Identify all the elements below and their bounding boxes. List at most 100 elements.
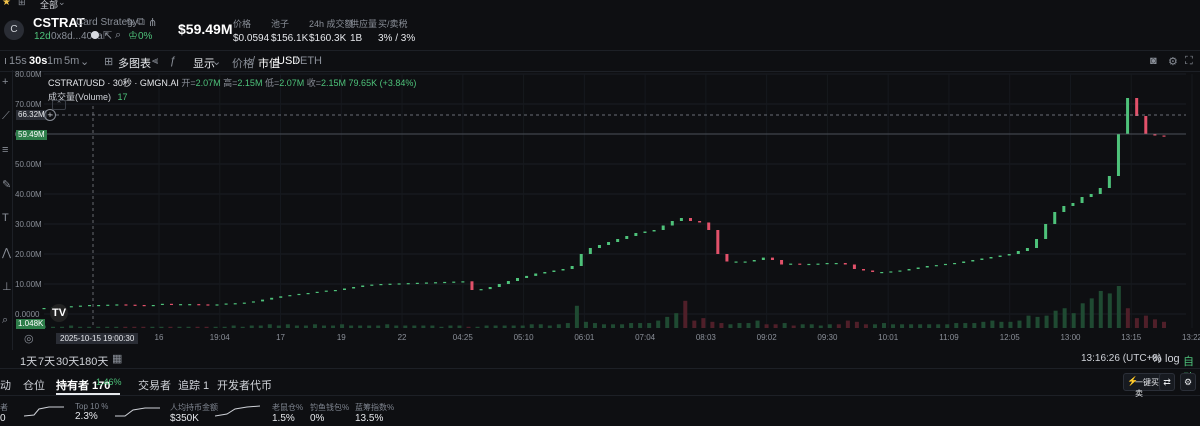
mcap-toggle[interactable]: 市值 xyxy=(258,58,280,70)
eth-toggle[interactable]: ETH xyxy=(300,55,322,67)
one-click-label: 一键买卖 xyxy=(1135,378,1159,398)
calendar-icon[interactable]: ▦ xyxy=(112,353,123,365)
chevron-down-icon[interactable]: ⌄ xyxy=(58,0,66,7)
filter-dropdown[interactable]: 全部 xyxy=(40,0,59,10)
settings-icon[interactable]: ⚙ xyxy=(1180,373,1196,391)
price-candle xyxy=(880,272,884,274)
tab-activity[interactable]: 动 xyxy=(0,380,11,392)
price-toggle[interactable]: 价格 xyxy=(232,58,254,70)
price-chart[interactable]: 80.00M70.00M60.00M50.00M40.00M30.00M20.0… xyxy=(14,70,1200,350)
price-candle xyxy=(661,225,665,230)
price-candle xyxy=(1071,203,1075,206)
tab-traders[interactable]: 交易者 xyxy=(138,380,171,392)
search-icon[interactable]: ⌕ xyxy=(115,29,122,41)
range-180d[interactable]: 180天 xyxy=(79,356,109,368)
tab-dev-tokens[interactable]: 开发者代币 xyxy=(217,380,272,392)
range-1d[interactable]: 1天 xyxy=(20,356,38,368)
price-candle xyxy=(434,282,438,284)
chevron-down-icon[interactable]: ⌄ xyxy=(80,56,90,68)
volume-bar xyxy=(520,325,525,328)
text-icon[interactable]: T xyxy=(2,212,9,224)
settings-icon[interactable]: ⚙ xyxy=(1168,56,1178,68)
percent-toggle[interactable]: % xyxy=(1152,353,1162,365)
tab-tracking[interactable]: 追踪 1 xyxy=(178,380,210,392)
active-tab-indicator xyxy=(56,393,120,395)
volume-bar xyxy=(1053,310,1058,328)
multi-chart-button[interactable]: 多图表 xyxy=(118,58,151,70)
open-value: 2.07M xyxy=(195,78,221,88)
price-candle xyxy=(261,299,265,302)
y-tick-label: 10.00M xyxy=(15,280,42,289)
interval-15s[interactable]: 15s xyxy=(9,55,27,67)
add-alert-icon[interactable]: + xyxy=(44,109,56,121)
chart-grid xyxy=(44,73,1193,328)
volume-bar xyxy=(620,324,625,328)
star-icon[interactable]: ★ xyxy=(2,0,11,8)
fullscreen-icon[interactable]: ⛶ xyxy=(1185,55,1193,67)
metric-value: $156.1K xyxy=(271,33,309,44)
price-candle xyxy=(224,303,228,305)
low-value: 2.07M xyxy=(279,78,305,88)
display-button[interactable]: 显示 xyxy=(193,58,215,70)
price-candle xyxy=(643,231,647,233)
market-cap: $59.49M xyxy=(178,21,233,37)
volume-bar xyxy=(1134,318,1139,328)
indicators-icon[interactable]: ⫷ xyxy=(152,55,159,67)
measure-icon[interactable]: ⊥ xyxy=(2,281,12,293)
volume-bar xyxy=(349,325,354,328)
y-axis: 80.00M70.00M60.00M50.00M40.00M30.00M20.0… xyxy=(15,70,42,319)
interval-5m[interactable]: 5m xyxy=(64,55,80,67)
stat-label: 蓝筹指数% xyxy=(355,403,395,412)
price-candle xyxy=(689,218,693,221)
brush-icon[interactable]: ✎ xyxy=(2,179,12,191)
pattern-icon[interactable]: ⋀ xyxy=(2,247,12,259)
token-address[interactable]: 0x8d...40ca xyxy=(51,31,103,42)
external-link-icon[interactable]: ⇱ xyxy=(103,30,113,42)
price-candle xyxy=(106,304,110,306)
stat-insiders: 老鼠仓% 1.5% xyxy=(272,402,303,424)
price-candle xyxy=(515,278,519,281)
range-30d[interactable]: 30天 xyxy=(56,356,80,368)
swap-icon[interactable]: ⇄ xyxy=(1159,373,1175,391)
stat-value: 0 xyxy=(0,413,6,424)
clock[interactable]: 13:16:26 (UTC+8) xyxy=(1081,353,1162,364)
copy-icon[interactable]: ⧉ xyxy=(137,16,145,28)
sparkline xyxy=(115,407,160,417)
target-icon[interactable]: ◎ xyxy=(24,333,34,345)
volume-bar xyxy=(249,325,254,328)
price-candle xyxy=(242,302,246,304)
price-candle xyxy=(1080,197,1084,203)
copy-icon[interactable]: ⊞ xyxy=(18,0,26,7)
usd-toggle[interactable]: USD xyxy=(277,55,301,67)
one-click-button[interactable]: ⚡ 一键买卖 xyxy=(1123,373,1165,398)
drawing-tools: + ⟋ ≡ ✎ T ⋀ ⊥ ⌕ xyxy=(0,70,13,350)
volume-bar xyxy=(376,325,381,328)
volume-bar xyxy=(303,325,308,328)
low-label: 低= xyxy=(264,78,280,88)
camera-icon[interactable]: ◙ xyxy=(1150,55,1157,67)
trendline-icon[interactable]: ⟋ xyxy=(2,110,10,122)
price-candle xyxy=(188,304,192,306)
price-candle xyxy=(352,287,356,289)
interval-30s[interactable]: 30s xyxy=(29,55,48,67)
price-candle xyxy=(707,222,711,230)
fib-icon[interactable]: ≡ xyxy=(2,144,9,156)
volume-bar xyxy=(773,324,778,328)
edit-icon[interactable]: ✎ xyxy=(126,17,136,29)
share-icon[interactable]: ⋔ xyxy=(148,17,158,29)
volume-bar xyxy=(872,324,877,328)
close-label: 收= xyxy=(306,78,322,88)
zoom-icon[interactable]: ⌕ xyxy=(2,314,9,326)
collapse-legend-icon[interactable]: ⌃ xyxy=(52,100,66,110)
log-toggle[interactable]: log xyxy=(1165,353,1180,365)
interval-1m[interactable]: 1m xyxy=(47,55,63,67)
tab-holders[interactable]: 持有者 170 xyxy=(56,380,111,392)
formula-icon[interactable]: ƒ xyxy=(170,55,177,67)
chevron-down-icon[interactable]: ⌄ xyxy=(212,56,222,68)
tab-positions[interactable]: 仓位 xyxy=(23,380,45,392)
crosshair-icon[interactable]: + xyxy=(2,76,9,88)
range-7d[interactable]: 7天 xyxy=(38,356,56,368)
multi-chart-icon[interactable]: ⊞ xyxy=(104,56,114,68)
price-candle xyxy=(752,260,756,262)
y-tick-label: 40.00M xyxy=(15,190,42,199)
